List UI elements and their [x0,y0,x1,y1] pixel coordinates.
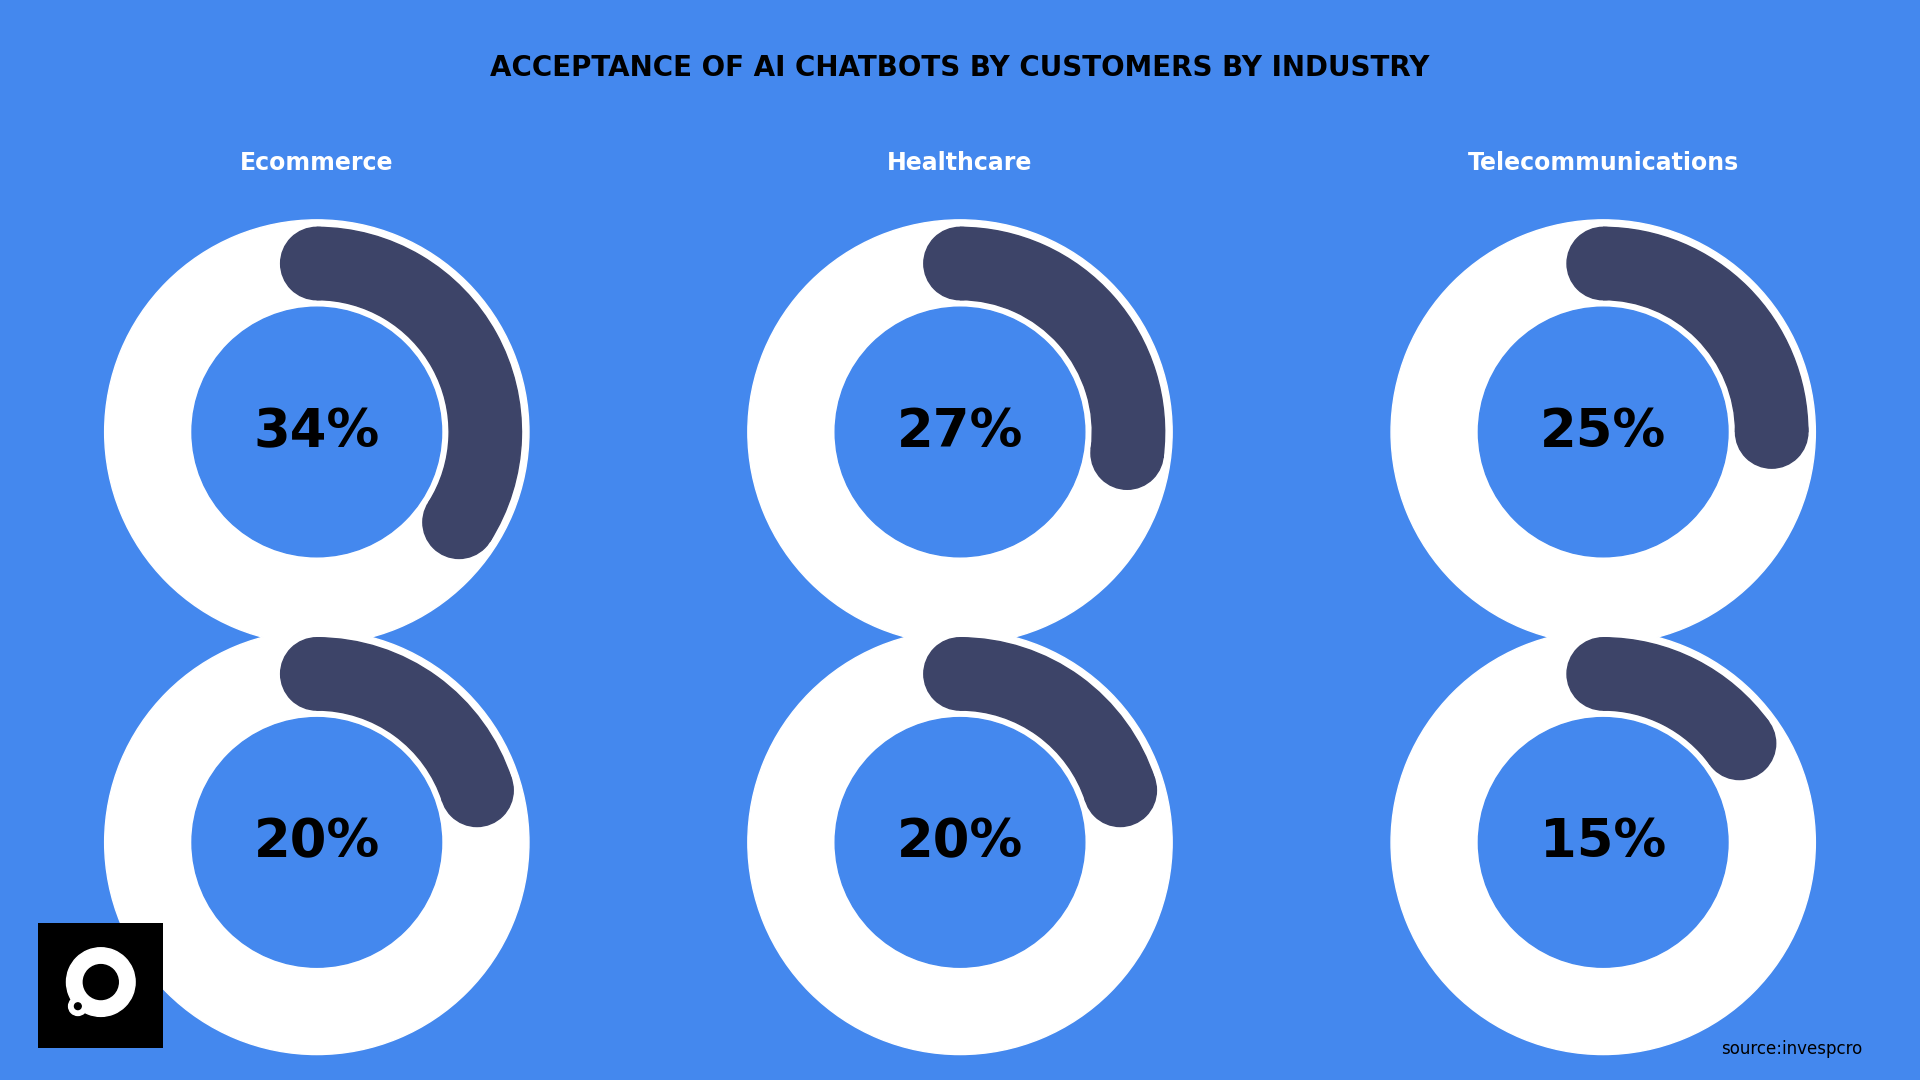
Circle shape [835,717,1085,968]
Circle shape [1567,227,1640,300]
Wedge shape [106,631,530,1054]
Circle shape [835,307,1085,557]
Text: Financial Advice: Financial Advice [852,562,1068,585]
Wedge shape [1603,227,1809,432]
Circle shape [280,637,353,711]
Circle shape [1736,395,1809,469]
Text: Telecommunications: Telecommunications [1467,151,1740,175]
Wedge shape [1390,631,1814,1054]
Text: 20%: 20% [897,816,1023,868]
FancyBboxPatch shape [35,920,167,1051]
Text: 27%: 27% [897,406,1023,458]
Text: 25%: 25% [1540,406,1667,458]
Circle shape [1703,707,1776,780]
Text: Ecommerce: Ecommerce [240,151,394,175]
Circle shape [1567,637,1640,711]
Wedge shape [960,637,1154,801]
Circle shape [192,717,442,968]
Text: Banking: Banking [263,562,371,585]
Circle shape [1085,754,1156,826]
Wedge shape [749,631,1171,1054]
Circle shape [924,227,996,300]
Circle shape [69,997,86,1015]
Circle shape [422,486,495,558]
Text: 15%: 15% [1540,816,1667,868]
Text: 34%: 34% [253,406,380,458]
Wedge shape [317,637,511,801]
Circle shape [442,754,513,826]
Wedge shape [106,220,530,644]
Text: source:invespcro: source:invespcro [1720,1040,1862,1058]
Wedge shape [960,227,1165,458]
Circle shape [924,637,996,711]
Circle shape [1478,717,1728,968]
Circle shape [83,964,119,1000]
Circle shape [75,1003,81,1010]
Text: ACCEPTANCE OF AI CHATBOTS BY CUSTOMERS BY INDUSTRY: ACCEPTANCE OF AI CHATBOTS BY CUSTOMERS B… [490,54,1430,82]
Wedge shape [749,220,1171,644]
Circle shape [192,307,442,557]
Wedge shape [1603,637,1768,765]
Text: Insurance: Insurance [1538,562,1668,585]
Circle shape [1478,307,1728,557]
Wedge shape [67,948,134,1016]
Wedge shape [317,227,522,542]
Circle shape [280,227,353,300]
Circle shape [1091,417,1164,489]
Wedge shape [1390,220,1814,644]
Text: Healthcare: Healthcare [887,151,1033,175]
Text: 20%: 20% [253,816,380,868]
